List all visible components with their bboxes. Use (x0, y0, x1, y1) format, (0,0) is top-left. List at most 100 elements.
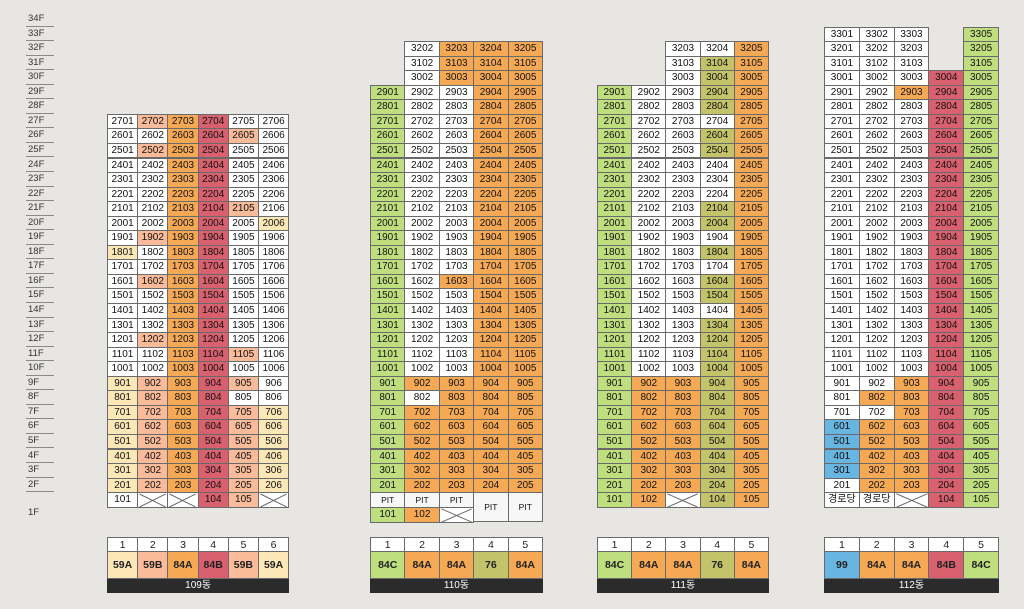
unit-cell[interactable]: 305 (507, 463, 543, 479)
unit-cell[interactable]: 204 (699, 477, 735, 494)
unit-cell[interactable]: 1601 (824, 273, 860, 290)
unit-cell[interactable]: 1905 (963, 230, 999, 246)
unit-cell[interactable]: 1104 (473, 346, 509, 363)
unit-cell[interactable]: 1803 (167, 244, 199, 261)
unit-cell[interactable]: 1404 (928, 303, 965, 319)
unit-cell[interactable]: 905 (507, 375, 543, 392)
unit-cell[interactable]: 804 (473, 390, 509, 406)
unit-cell[interactable]: 2702 (137, 113, 169, 130)
unit-cell[interactable]: 2101 (107, 201, 139, 217)
unit-cell[interactable]: 2905 (963, 84, 999, 101)
unit-cell[interactable]: 2202 (404, 186, 440, 203)
unit-cell[interactable]: 1401 (597, 303, 633, 319)
unit-cell[interactable]: 604 (473, 419, 509, 435)
unit-cell[interactable]: 904 (928, 375, 965, 392)
unit-cell[interactable]: 901 (597, 375, 633, 392)
unit-cell[interactable]: 1703 (438, 259, 475, 275)
unit-cell[interactable]: 1802 (631, 244, 667, 261)
unit-cell[interactable]: 1502 (137, 288, 169, 304)
unit-cell[interactable]: 1105 (963, 346, 999, 363)
unit-cell[interactable]: 2501 (370, 142, 406, 159)
unit-cell[interactable]: 1704 (197, 259, 229, 275)
unit-cell[interactable]: 2006 (258, 215, 290, 232)
unit-cell[interactable]: 2005 (227, 215, 259, 232)
unit-cell[interactable]: 1001 (824, 361, 860, 377)
unit-cell[interactable]: 705 (227, 404, 259, 421)
unit-cell[interactable]: 2402 (137, 157, 169, 174)
unit-cell[interactable]: 1801 (370, 244, 406, 261)
unit-cell[interactable]: 1004 (699, 361, 735, 377)
unit-cell[interactable]: 2503 (438, 142, 475, 159)
unit-cell[interactable]: 601 (824, 419, 860, 435)
unit-cell[interactable]: 805 (733, 390, 769, 406)
unit-cell[interactable]: 3003 (893, 70, 930, 86)
unit-cell[interactable]: 1203 (665, 332, 701, 348)
unit-cell[interactable]: 2101 (824, 201, 860, 217)
unit-cell[interactable]: 1604 (699, 273, 735, 290)
unit-cell[interactable]: 2005 (733, 215, 769, 232)
unit-cell[interactable]: 1503 (167, 288, 199, 304)
unit-cell[interactable]: 3301 (824, 26, 860, 43)
unit-cell[interactable]: 1103 (665, 346, 701, 363)
unit-cell[interactable]: 2004 (473, 215, 509, 232)
unit-cell[interactable]: 802 (404, 390, 440, 406)
unit-cell[interactable]: 301 (370, 463, 406, 479)
unit-cell[interactable]: 1301 (370, 317, 406, 334)
unit-cell[interactable]: 904 (197, 375, 229, 392)
unit-cell[interactable]: 2803 (893, 99, 930, 115)
unit-cell[interactable]: 3202 (858, 41, 895, 57)
unit-cell[interactable]: 2605 (227, 128, 259, 144)
unit-cell[interactable]: 1804 (473, 244, 509, 261)
unit-cell[interactable]: 2204 (928, 186, 965, 203)
unit-cell[interactable]: 3102 (404, 55, 440, 72)
unit-cell[interactable]: 1403 (438, 303, 475, 319)
unit-cell[interactable]: 3005 (963, 70, 999, 86)
unit-cell[interactable]: 2202 (631, 186, 667, 203)
unit-cell[interactable]: 802 (137, 390, 169, 406)
unit-cell[interactable]: 1005 (227, 361, 259, 377)
unit-cell[interactable]: 2601 (370, 128, 406, 144)
unit-cell[interactable]: 2304 (197, 172, 229, 188)
unit-cell[interactable]: 201 (824, 477, 860, 494)
unit-cell[interactable]: 1001 (107, 361, 139, 377)
unit-cell[interactable]: 1004 (473, 361, 509, 377)
unit-cell[interactable]: 2901 (597, 84, 633, 101)
unit-cell[interactable]: 2205 (507, 186, 543, 203)
unit-cell[interactable]: 503 (167, 433, 199, 450)
unit-cell[interactable]: 1204 (928, 332, 965, 348)
unit-cell[interactable]: 2102 (404, 201, 440, 217)
unit-cell[interactable]: 1902 (404, 230, 440, 246)
unit-cell[interactable]: 405 (963, 448, 999, 465)
unit-cell[interactable]: 904 (473, 375, 509, 392)
unit-cell[interactable]: 1202 (404, 332, 440, 348)
unit-cell[interactable]: 1904 (699, 230, 735, 246)
unit-cell[interactable]: 1605 (733, 273, 769, 290)
unit-cell[interactable]: 701 (370, 404, 406, 421)
unit-cell[interactable]: 2903 (665, 84, 701, 101)
unit-cell[interactable]: 3203 (665, 41, 701, 57)
unit-cell[interactable]: 104 (928, 492, 965, 508)
unit-cell[interactable]: 1101 (370, 346, 406, 363)
unit-cell[interactable]: 1204 (473, 332, 509, 348)
unit-cell[interactable]: 1502 (404, 288, 440, 304)
unit-cell[interactable]: 1504 (197, 288, 229, 304)
unit-cell[interactable]: 3205 (507, 41, 543, 57)
unit-cell[interactable]: 2702 (631, 113, 667, 130)
unit-cell[interactable]: 704 (197, 404, 229, 421)
unit-cell[interactable]: 1903 (438, 230, 475, 246)
unit-cell[interactable]: 2104 (473, 201, 509, 217)
unit-cell[interactable]: 2503 (893, 142, 930, 159)
unit-cell[interactable]: 1005 (733, 361, 769, 377)
unit-cell[interactable]: 604 (699, 419, 735, 435)
unit-cell[interactable]: 102 (404, 507, 440, 523)
unit-cell[interactable]: 1602 (404, 273, 440, 290)
unit-cell[interactable]: 2805 (507, 99, 543, 115)
unit-cell[interactable]: 2002 (137, 215, 169, 232)
unit-cell[interactable]: 2805 (963, 99, 999, 115)
unit-cell[interactable]: 2602 (631, 128, 667, 144)
unit-cell[interactable]: 1203 (893, 332, 930, 348)
unit-cell[interactable]: 1302 (137, 317, 169, 334)
unit-cell[interactable]: 506 (258, 433, 290, 450)
unit-cell[interactable]: 1202 (137, 332, 169, 348)
unit-cell[interactable]: 503 (438, 433, 475, 450)
